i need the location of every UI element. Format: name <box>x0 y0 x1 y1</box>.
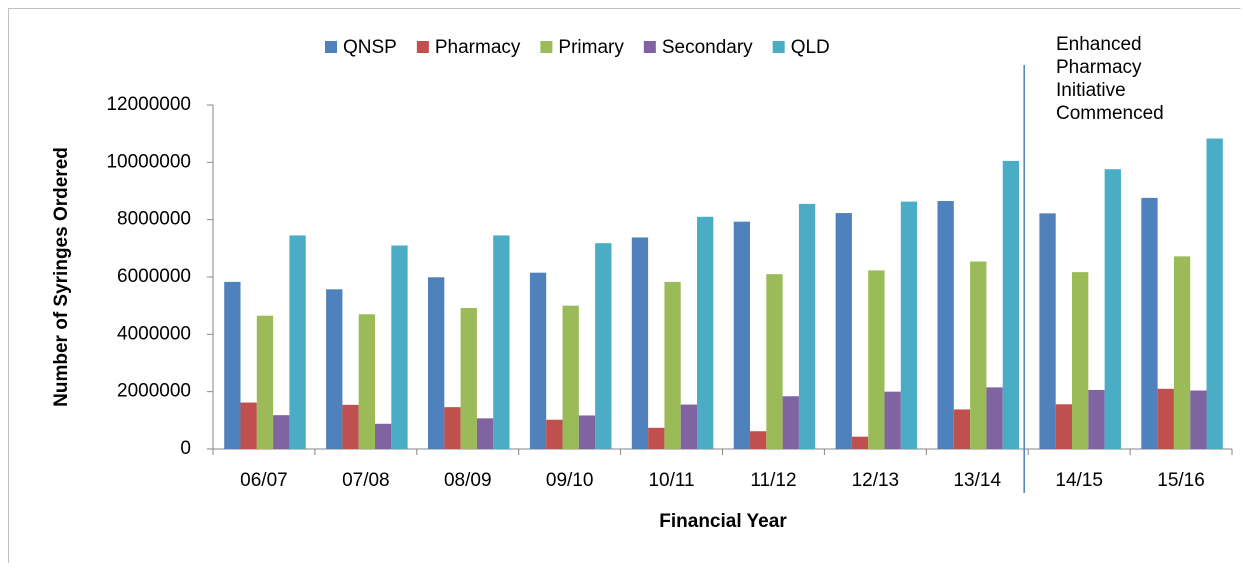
bar <box>1190 390 1207 449</box>
annotation: Enhanced <box>1056 34 1142 55</box>
y-tick-label: 4000000 <box>117 323 191 344</box>
annotation: Commenced <box>1056 103 1164 124</box>
bar <box>391 245 408 449</box>
bar <box>493 235 510 449</box>
legend-label: Secondary <box>662 37 753 58</box>
x-tick-label: 11/12 <box>750 470 796 491</box>
bar <box>733 221 751 449</box>
bar <box>1088 389 1105 449</box>
bar <box>358 314 376 449</box>
legend-label: Primary <box>558 37 624 58</box>
legend-label: QLD <box>791 37 830 58</box>
bar <box>648 427 665 449</box>
bar <box>1002 160 1020 449</box>
legend-swatch <box>772 41 785 53</box>
bar <box>884 391 901 449</box>
x-tick-label: 08/09 <box>444 470 492 491</box>
bar <box>428 277 445 449</box>
bar <box>1104 169 1121 450</box>
legend-swatch <box>416 41 429 53</box>
legend-label: QNSP <box>343 37 397 58</box>
bar <box>782 396 799 449</box>
bar <box>562 305 579 449</box>
x-tick-label: 10/11 <box>648 470 694 491</box>
y-tick-label: 2000000 <box>117 381 191 402</box>
x-tick-label: 12/13 <box>852 470 900 491</box>
x-tick-label: 14/15 <box>1055 470 1103 491</box>
legend-label: Pharmacy <box>435 37 521 58</box>
x-tick-label: 15/16 <box>1157 470 1205 491</box>
bar <box>970 261 987 449</box>
bar <box>546 419 563 449</box>
y-tick-label: 10000000 <box>106 151 191 172</box>
annotation: Initiative <box>1056 80 1126 101</box>
y-tick-label: 6000000 <box>117 266 191 287</box>
x-tick-label: 13/14 <box>953 470 1001 491</box>
bar <box>273 415 290 449</box>
bar <box>900 201 918 449</box>
bar <box>953 409 971 449</box>
bar <box>835 213 852 449</box>
bar <box>460 307 477 449</box>
y-tick-label: 12000000 <box>106 94 191 115</box>
bar <box>476 418 494 449</box>
bar <box>240 402 257 449</box>
bar <box>631 237 649 449</box>
bar <box>224 281 241 449</box>
bar <box>937 201 954 449</box>
bar <box>595 243 612 449</box>
bar <box>1072 272 1089 449</box>
x-tick-label: 07/08 <box>342 470 390 491</box>
bar <box>868 270 885 449</box>
bar <box>1039 213 1056 449</box>
x-tick-label: 09/10 <box>546 470 594 491</box>
bar <box>851 436 869 449</box>
bar <box>256 315 274 449</box>
bar <box>326 289 343 449</box>
bar <box>1157 388 1174 449</box>
y-axis-title: Number of Syringes Ordered <box>51 147 72 407</box>
bar <box>697 216 714 449</box>
bar <box>444 407 461 449</box>
frame <box>8 8 1241 563</box>
y-tick-label: 0 <box>180 438 191 459</box>
bar <box>798 203 816 449</box>
bar <box>1173 256 1191 449</box>
legend-swatch <box>643 41 656 53</box>
bar <box>375 423 392 449</box>
bar <box>750 431 767 449</box>
bar <box>289 235 306 449</box>
x-tick-label: 06/07 <box>240 470 288 491</box>
annotation: Pharmacy <box>1056 57 1142 78</box>
bar <box>766 274 783 449</box>
bar <box>680 404 698 449</box>
bar <box>342 404 359 449</box>
bar <box>986 387 1003 449</box>
x-axis-title: Financial Year <box>659 511 787 532</box>
bar <box>529 272 547 449</box>
legend-swatch <box>540 41 553 53</box>
bar <box>1141 197 1158 449</box>
bar <box>1206 138 1223 450</box>
bar <box>578 415 596 449</box>
y-tick-label: 8000000 <box>117 209 191 230</box>
legend-swatch <box>325 41 337 53</box>
bar <box>664 281 681 449</box>
bar <box>1055 404 1073 449</box>
